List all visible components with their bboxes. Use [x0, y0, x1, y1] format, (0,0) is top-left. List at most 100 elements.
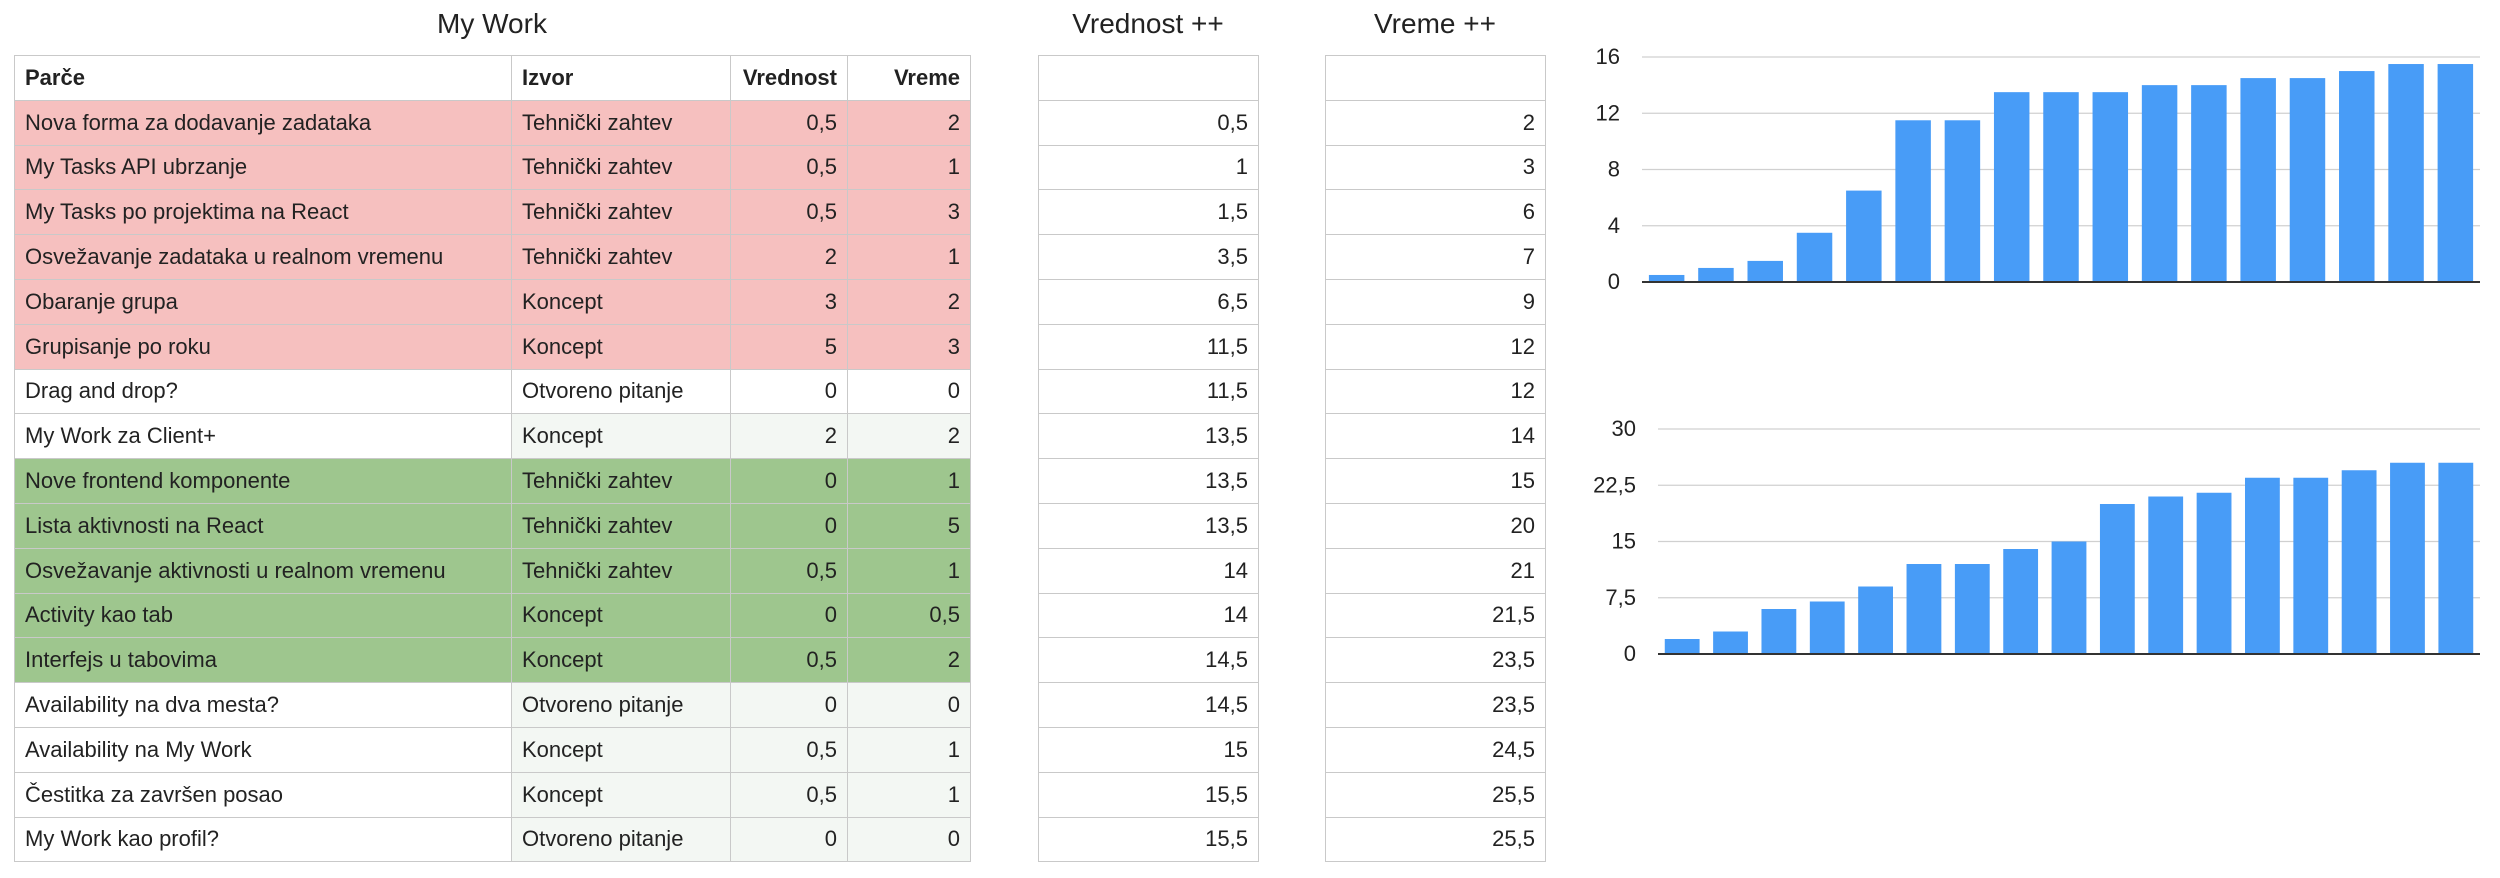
vreme-cell[interactable]: 2: [847, 278, 971, 325]
parce-cell[interactable]: Activity kao tab: [14, 592, 512, 639]
vrednost-cell[interactable]: 0,5: [730, 189, 848, 236]
izvor-cell[interactable]: Koncept: [511, 278, 731, 325]
vrednost-cell[interactable]: 0,5: [730, 771, 848, 818]
vrednost-cell[interactable]: 2: [730, 234, 848, 280]
izvor-cell[interactable]: Koncept: [511, 413, 731, 460]
vrednost-cell[interactable]: 0,5: [730, 726, 848, 773]
izvor-cell[interactable]: Koncept: [511, 771, 731, 818]
vrednost-cell[interactable]: 3: [730, 278, 848, 325]
cumulative-vrednost-cell[interactable]: 0,5: [1038, 99, 1259, 146]
cumulative-vrednost-cell[interactable]: 1: [1038, 144, 1259, 191]
cumulative-vreme-cell[interactable]: 15: [1325, 458, 1546, 504]
vreme-cell[interactable]: 1: [847, 234, 971, 280]
izvor-cell[interactable]: Tehnički zahtev: [511, 547, 731, 594]
cumulative-vreme-cell[interactable]: 7: [1325, 234, 1546, 280]
izvor-cell[interactable]: Koncept: [511, 726, 731, 773]
vreme-cell[interactable]: 2: [847, 637, 971, 684]
cumulative-vrednost-cell[interactable]: 6,5: [1038, 278, 1259, 325]
cumulative-vreme-cell[interactable]: 23,5: [1325, 682, 1546, 728]
izvor-cell[interactable]: Koncept: [511, 323, 731, 370]
parce-cell[interactable]: Osvežavanje zadataka u realnom vremenu: [14, 234, 512, 280]
izvor-cell[interactable]: Tehnički zahtev: [511, 234, 731, 280]
izvor-cell[interactable]: Tehnički zahtev: [511, 189, 731, 236]
cumulative-vreme-cell[interactable]: 2: [1325, 99, 1546, 146]
cumulative-vrednost-cell[interactable]: 15,5: [1038, 771, 1259, 818]
vreme-cell[interactable]: 1: [847, 458, 971, 504]
vrednost-cell[interactable]: 0,5: [730, 547, 848, 594]
cumulative-vrednost-cell[interactable]: 15: [1038, 726, 1259, 773]
izvor-cell[interactable]: Tehnički zahtev: [511, 458, 731, 504]
vrednost-cell[interactable]: 0: [730, 816, 848, 863]
parce-cell[interactable]: My Work kao profil?: [14, 816, 512, 863]
cumulative-vreme-cell[interactable]: 9: [1325, 278, 1546, 325]
parce-cell[interactable]: Nove frontend komponente: [14, 458, 512, 504]
cumulative-vrednost-cell[interactable]: 13,5: [1038, 413, 1259, 460]
cumulative-vrednost-cell[interactable]: 13,5: [1038, 502, 1259, 549]
vrednost-cell[interactable]: 0,5: [730, 144, 848, 191]
header-vreme[interactable]: Vreme: [847, 55, 971, 101]
cumulative-vreme-cell[interactable]: 23,5: [1325, 637, 1546, 684]
cumulative-vrednost-cell[interactable]: 13,5: [1038, 458, 1259, 504]
vreme-cell[interactable]: 0,5: [847, 592, 971, 639]
izvor-cell[interactable]: Otvoreno pitanje: [511, 368, 731, 415]
cumulative-vrednost-cell[interactable]: 14,5: [1038, 682, 1259, 728]
vreme-cell[interactable]: 2: [847, 413, 971, 460]
cumulative-vreme-cell[interactable]: 14: [1325, 413, 1546, 460]
vrednost-cell[interactable]: 0,5: [730, 637, 848, 684]
cumulative-vrednost-cell[interactable]: 14,5: [1038, 637, 1259, 684]
vreme-cell[interactable]: 5: [847, 502, 971, 549]
vreme-cell[interactable]: 1: [847, 547, 971, 594]
vreme-cell[interactable]: 0: [847, 368, 971, 415]
cumulative-vrednost-cell[interactable]: 1,5: [1038, 189, 1259, 236]
vreme-cell[interactable]: 3: [847, 323, 971, 370]
cumulative-vreme-cell[interactable]: 3: [1325, 144, 1546, 191]
cumulative-vreme-cell[interactable]: 21: [1325, 547, 1546, 594]
cumulative-vreme-cell[interactable]: 20: [1325, 502, 1546, 549]
izvor-cell[interactable]: Koncept: [511, 592, 731, 639]
cumulative-vreme-cell[interactable]: 25,5: [1325, 816, 1546, 863]
vreme-cell[interactable]: 1: [847, 726, 971, 773]
header-izvor[interactable]: Izvor: [511, 55, 731, 101]
vreme-cell[interactable]: 1: [847, 771, 971, 818]
header-vrednost[interactable]: Vrednost: [730, 55, 848, 101]
cumulative-vreme-cell[interactable]: 12: [1325, 323, 1546, 370]
parce-cell[interactable]: Availability na dva mesta?: [14, 682, 512, 728]
vrednost-cell[interactable]: 0: [730, 682, 848, 728]
cumulative-vrednost-cell[interactable]: 15,5: [1038, 816, 1259, 863]
cumulative-vrednost-cell[interactable]: 11,5: [1038, 323, 1259, 370]
parce-cell[interactable]: Drag and drop?: [14, 368, 512, 415]
vrednost-cell[interactable]: 2: [730, 413, 848, 460]
cumulative-vreme-cell[interactable]: 12: [1325, 368, 1546, 415]
parce-cell[interactable]: Lista aktivnosti na React: [14, 502, 512, 549]
cumulative-vrednost-cell[interactable]: 3,5: [1038, 234, 1259, 280]
parce-cell[interactable]: Interfejs u tabovima: [14, 637, 512, 684]
parce-cell[interactable]: Grupisanje po roku: [14, 323, 512, 370]
header-parce[interactable]: Parče: [14, 55, 512, 101]
vreme-cell[interactable]: 1: [847, 144, 971, 191]
vreme-cell[interactable]: 0: [847, 682, 971, 728]
izvor-cell[interactable]: Tehnički zahtev: [511, 144, 731, 191]
vrednost-cell[interactable]: 0: [730, 368, 848, 415]
izvor-cell[interactable]: Otvoreno pitanje: [511, 682, 731, 728]
cumulative-vrednost-cell[interactable]: 14: [1038, 592, 1259, 639]
parce-cell[interactable]: Nova forma za dodavanje zadataka: [14, 99, 512, 146]
vreme-cell[interactable]: 0: [847, 816, 971, 863]
parce-cell[interactable]: My Tasks po projektima na React: [14, 189, 512, 236]
parce-cell[interactable]: My Work za Client+: [14, 413, 512, 460]
cumulative-vrednost-cell[interactable]: 14: [1038, 547, 1259, 594]
parce-cell[interactable]: Čestitka za završen posao: [14, 771, 512, 818]
empty-header-cell[interactable]: [1325, 55, 1546, 101]
cumulative-vreme-cell[interactable]: 6: [1325, 189, 1546, 236]
parce-cell[interactable]: Osvežavanje aktivnosti u realnom vremenu: [14, 547, 512, 594]
vrednost-cell[interactable]: 5: [730, 323, 848, 370]
cumulative-vreme-cell[interactable]: 24,5: [1325, 726, 1546, 773]
empty-header-cell[interactable]: [1038, 55, 1259, 101]
parce-cell[interactable]: Availability na My Work: [14, 726, 512, 773]
cumulative-vreme-cell[interactable]: 21,5: [1325, 592, 1546, 639]
vrednost-cell[interactable]: 0: [730, 502, 848, 549]
cumulative-vreme-cell[interactable]: 25,5: [1325, 771, 1546, 818]
parce-cell[interactable]: My Tasks API ubrzanje: [14, 144, 512, 191]
cumulative-vrednost-cell[interactable]: 11,5: [1038, 368, 1259, 415]
vrednost-cell[interactable]: 0: [730, 458, 848, 504]
izvor-cell[interactable]: Tehnički zahtev: [511, 99, 731, 146]
